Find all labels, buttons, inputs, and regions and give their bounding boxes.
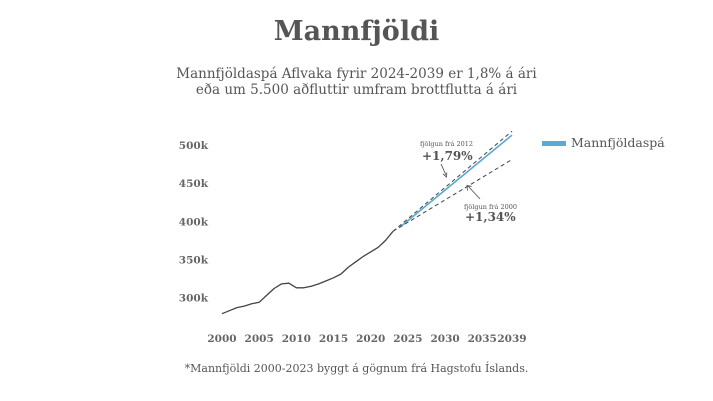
subtitle-line-2: eða um 5.500 aðfluttir umfram brottflutt…	[195, 82, 518, 98]
chart-subtitle: Mannfjöldaspá Aflvaka fyrir 2024-2039 er…	[0, 66, 713, 98]
x-tick-label-7: 2035	[468, 333, 497, 345]
y-tick-label-3: 450k	[179, 178, 209, 190]
x-tick-label-6: 2030	[430, 333, 459, 345]
subtitle-line-1: Mannfjöldaspá Aflvaka fyrir 2024-2039 er…	[176, 66, 537, 82]
annotation-2000-arrow	[467, 185, 481, 200]
footnote: *Mannfjöldi 2000-2023 byggt á gögnum frá…	[184, 362, 529, 375]
x-tick-label-4: 2020	[356, 333, 385, 345]
annotation-2000-label: fjölgun frá 2000	[464, 203, 517, 211]
x-tick-label-3: 2015	[319, 333, 348, 345]
x-tick-label-0: 2000	[207, 333, 236, 345]
series-trend-2012-line	[392, 130, 513, 232]
legend: Mannfjöldaspá	[542, 135, 665, 150]
legend-swatch-forecast	[542, 141, 566, 146]
annotation-2012-arrow	[440, 163, 447, 176]
annotation-2000-arrowhead	[466, 184, 472, 191]
plot-area: 300k 350k 400k 450k 500k 2000 2005 2010 2015 2020…	[179, 130, 527, 345]
x-tick-label-1: 2005	[245, 333, 274, 345]
y-tick-label-1: 350k	[179, 255, 209, 267]
series-history-line	[221, 230, 394, 315]
x-tick-label-5: 2025	[393, 333, 422, 345]
x-tick-label-8: 2039	[497, 333, 526, 345]
legend-label-forecast: Mannfjöldaspá	[571, 135, 665, 150]
y-tick-label-0: 300k	[179, 293, 209, 305]
y-tick-label-4: 500k	[179, 140, 209, 152]
series-forecast-line	[399, 134, 513, 228]
series-trend-2000-line	[392, 159, 513, 232]
annotation-2000-value: +1,34%	[465, 210, 516, 224]
annotation-2012-label: fjölgun frá 2012	[420, 140, 473, 148]
annotation-2012-value: +1,79%	[422, 149, 473, 163]
annotation-2012-arrowhead	[442, 172, 448, 178]
y-tick-label-2: 400k	[179, 216, 209, 228]
chart-title: Mannfjöldi	[273, 16, 440, 47]
x-tick-label-2: 2010	[282, 333, 311, 345]
annotations: fjölgun frá 2012 +1,79% fjölgun frá 2000…	[420, 140, 517, 224]
